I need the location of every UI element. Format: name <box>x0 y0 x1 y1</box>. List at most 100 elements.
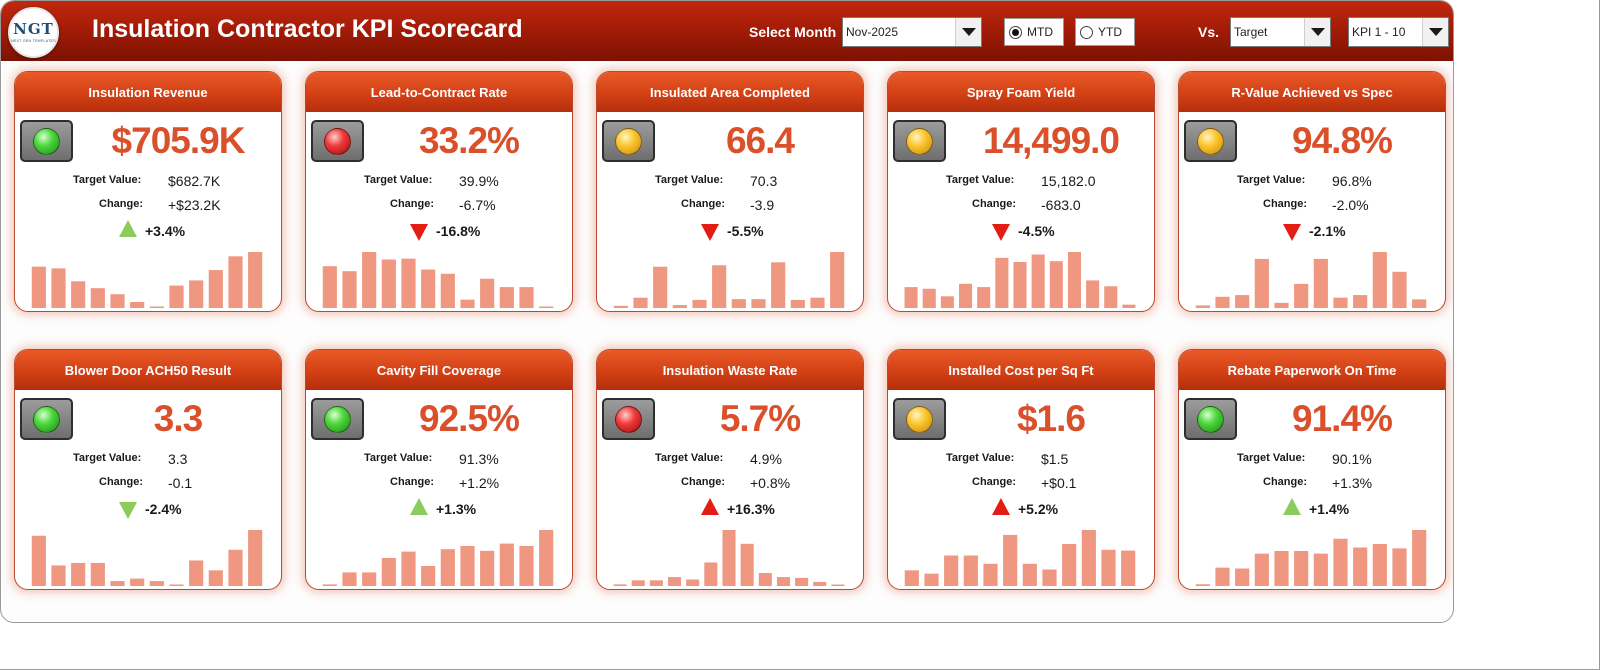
ytd-radio[interactable]: YTD <box>1075 18 1135 46</box>
target-value: 70.3 <box>750 173 778 189</box>
kpi-range-dropdown[interactable]: KPI 1 - 10 <box>1348 17 1449 47</box>
sparkline-bar <box>519 287 534 308</box>
sparkline-bar <box>189 560 204 586</box>
kpi-title: Rebate Paperwork On Time <box>1179 350 1445 390</box>
status-indicator <box>1184 120 1237 162</box>
kpi-card: Insulation Waste Rate 5.7% Target Value:… <box>596 349 864 590</box>
sparkline-bar <box>342 271 357 308</box>
sparkline-bar <box>1067 252 1081 308</box>
sparkline-bar <box>228 256 243 308</box>
trend-up-icon <box>119 220 137 237</box>
sparkline-bar <box>1003 534 1018 586</box>
sparkline-bar <box>924 573 939 586</box>
change-percent: -2.1% <box>1309 223 1346 239</box>
traffic-light-icon <box>906 405 933 433</box>
kpi-title: Cavity Fill Coverage <box>306 350 572 390</box>
sparkline-bar <box>440 273 455 308</box>
sparkline-bar <box>1313 553 1328 586</box>
sparkline-bar <box>771 262 786 308</box>
sparkline-bar <box>1313 258 1328 308</box>
sparkline-bar <box>977 287 991 308</box>
sparkline-bar <box>189 280 204 308</box>
sparkline-bar <box>1013 262 1027 308</box>
sparkline-bar <box>499 543 514 586</box>
change-label: Change: <box>972 198 1016 210</box>
sparkline-bar <box>995 257 1009 308</box>
sparkline-bar <box>1101 549 1116 586</box>
sparkline-bar <box>722 530 736 586</box>
change-label: Change: <box>972 476 1016 488</box>
target-label: Target Value: <box>73 452 142 464</box>
traffic-light-icon <box>1197 405 1224 433</box>
change-label: Change: <box>99 476 143 488</box>
change-percent: +5.2% <box>1018 501 1059 517</box>
change-percent: -16.8% <box>436 223 481 239</box>
change-value: +0.8% <box>750 475 791 491</box>
sparkline-bar <box>460 546 475 586</box>
change-value: -3.9 <box>750 197 775 213</box>
change-label: Change: <box>1263 476 1307 488</box>
sparkline-bar <box>31 266 46 308</box>
chevron-down-icon <box>1428 28 1443 36</box>
month-dropdown-button[interactable] <box>955 18 981 46</box>
sparkline-bar <box>1392 548 1407 586</box>
kpi-value: 91.4% <box>1292 398 1393 439</box>
sparkline-bar <box>830 252 845 308</box>
trend-up-icon <box>410 498 428 515</box>
sparkline-bar <box>342 572 357 586</box>
status-indicator <box>1184 398 1237 440</box>
vs-label: Vs. <box>1198 24 1220 40</box>
logo-text: NGT <box>13 20 54 38</box>
sparkline-bar <box>922 288 936 308</box>
change-percent: -2.4% <box>145 501 182 517</box>
comparison-dropdown-button[interactable] <box>1304 18 1330 46</box>
comparison-dropdown-value: Target <box>1234 25 1268 39</box>
sparkline-bar <box>401 258 416 308</box>
sparkline-bar <box>740 543 754 586</box>
kpi-card: Insulation Revenue $705.9K Target Value:… <box>14 71 282 312</box>
sparkline-bar <box>130 578 145 586</box>
change-percent: +1.4% <box>1309 501 1350 517</box>
kpi-range-dropdown-value: KPI 1 - 10 <box>1352 25 1406 39</box>
trend-down-icon <box>410 224 428 241</box>
month-dropdown[interactable]: Nov-2025 <box>842 17 982 47</box>
sparkline-chart <box>1195 252 1427 308</box>
change-label: Change: <box>681 198 725 210</box>
sparkline-bar <box>1022 563 1037 586</box>
status-indicator <box>20 120 73 162</box>
change-value: -2.0% <box>1332 197 1369 213</box>
sparkline-bar <box>1042 569 1057 586</box>
sparkline-bar <box>110 294 125 308</box>
sparkline-bar <box>401 551 416 586</box>
sparkline-bar <box>1254 553 1269 586</box>
target-label: Target Value: <box>946 452 1015 464</box>
trend-down-icon <box>1283 224 1301 241</box>
kpi-value: 14,499.0 <box>982 120 1120 161</box>
change-label: Change: <box>390 476 434 488</box>
comparison-dropdown[interactable]: Target <box>1230 17 1331 47</box>
sparkline-chart <box>904 252 1136 308</box>
kpi-value: 66.4 <box>725 120 795 161</box>
sparkline-chart <box>322 252 554 308</box>
trend-down-icon <box>119 502 137 519</box>
kpi-card: Cavity Fill Coverage 92.5% Target Value:… <box>305 349 573 590</box>
page-title: Insulation Contractor KPI Scorecard <box>92 15 523 43</box>
sparkline-bar <box>1333 297 1348 308</box>
sparkline-bar <box>1274 302 1289 308</box>
sparkline-bar <box>1215 567 1230 586</box>
mtd-radio[interactable]: MTD <box>1004 18 1064 46</box>
sparkline-bar <box>90 288 105 308</box>
sparkline-chart <box>322 530 554 586</box>
sparkline-bar <box>795 577 809 586</box>
kpi-title: Lead-to-Contract Rate <box>306 72 572 112</box>
sparkline-bar <box>649 580 663 586</box>
sparkline-bar <box>90 562 105 586</box>
target-value: 3.3 <box>168 451 188 467</box>
sparkline-bar <box>539 306 554 308</box>
sparkline-bar <box>668 577 682 586</box>
kpi-range-dropdown-button[interactable] <box>1422 18 1448 46</box>
target-value: 4.9% <box>750 451 782 467</box>
change-label: Change: <box>390 198 434 210</box>
sparkline-bar <box>686 579 700 586</box>
radio-unselected-icon <box>1080 25 1093 39</box>
